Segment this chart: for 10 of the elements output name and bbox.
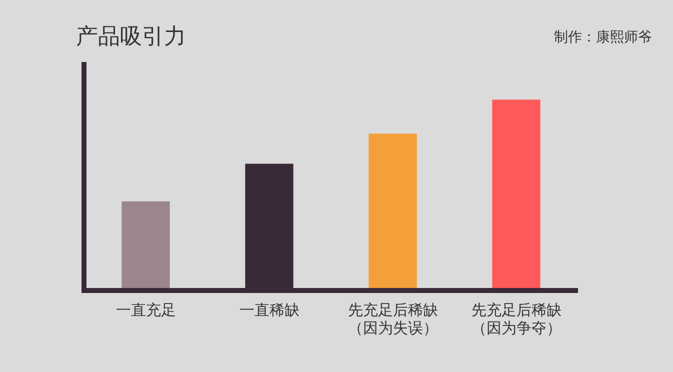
chart-title: 产品吸引力 xyxy=(76,24,186,50)
x-tick-label: 先充足后稀缺（因为争夺） xyxy=(471,300,562,337)
x-tick-label: 先充足后稀缺（因为失误） xyxy=(348,300,438,337)
x-tick-label: 一直稀缺 xyxy=(239,300,300,319)
x-tick-label: 一直充足 xyxy=(116,300,176,319)
bar xyxy=(245,164,294,288)
text: 制作：康熙师爷 xyxy=(554,30,652,46)
bar xyxy=(492,100,540,288)
bar xyxy=(368,134,417,288)
bar xyxy=(122,201,170,288)
